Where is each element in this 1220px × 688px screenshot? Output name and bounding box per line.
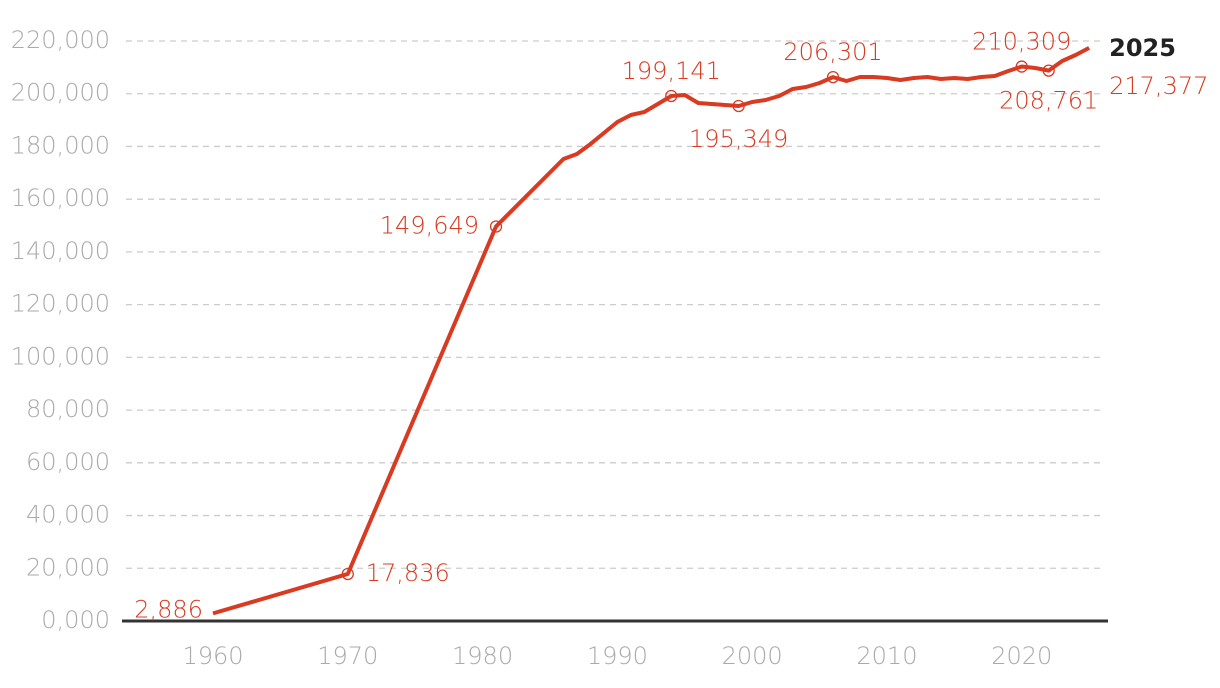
y-tick-label: 60,000 (26, 448, 110, 476)
y-tick-label: 160,000 (11, 184, 110, 212)
point-marker (341, 567, 354, 581)
point-marker (826, 70, 840, 84)
value-label: 217,377 (1109, 72, 1208, 100)
y-tick-label: 200,000 (11, 79, 110, 107)
x-tick-label: 1980 (452, 642, 513, 670)
y-tick-label: 0,000 (41, 606, 110, 634)
y-tick-label: 180,000 (11, 131, 110, 159)
x-tick-label: 1960 (182, 642, 243, 670)
value-label: 199,141 (622, 57, 721, 85)
value-label: 208,761 (999, 87, 1098, 115)
point-marker (732, 99, 745, 113)
x-tick-label: 2010 (856, 642, 917, 670)
value-label: 149,649 (380, 211, 479, 239)
y-tick-label: 80,000 (26, 395, 110, 423)
point-marker (1015, 60, 1028, 73)
y-tick-label: 20,000 (26, 553, 110, 581)
x-tick-label: 2000 (722, 642, 783, 670)
x-tick-label: 2020 (991, 642, 1052, 670)
y-tick-label: 100,000 (11, 342, 110, 370)
point-marker (489, 220, 503, 233)
point-marker (1042, 64, 1055, 77)
x-tick-label: 1990 (587, 642, 648, 670)
end-year-label: 2025 (1109, 34, 1176, 62)
value-label: 195,349 (689, 125, 788, 153)
y-tick-label: 120,000 (11, 290, 110, 318)
y-tick-label: 220,000 (11, 26, 110, 54)
data-line (212, 46, 1091, 616)
value-label: 2,886 (134, 595, 203, 623)
point-marker (665, 89, 678, 103)
value-label: 210,309 (972, 28, 1071, 56)
y-tick-label: 40,000 (26, 501, 110, 529)
x-tick-label: 1970 (317, 642, 378, 670)
value-label: 206,301 (783, 38, 882, 66)
y-tick-label: 140,000 (11, 237, 110, 265)
value-label: 17,836 (366, 559, 450, 587)
